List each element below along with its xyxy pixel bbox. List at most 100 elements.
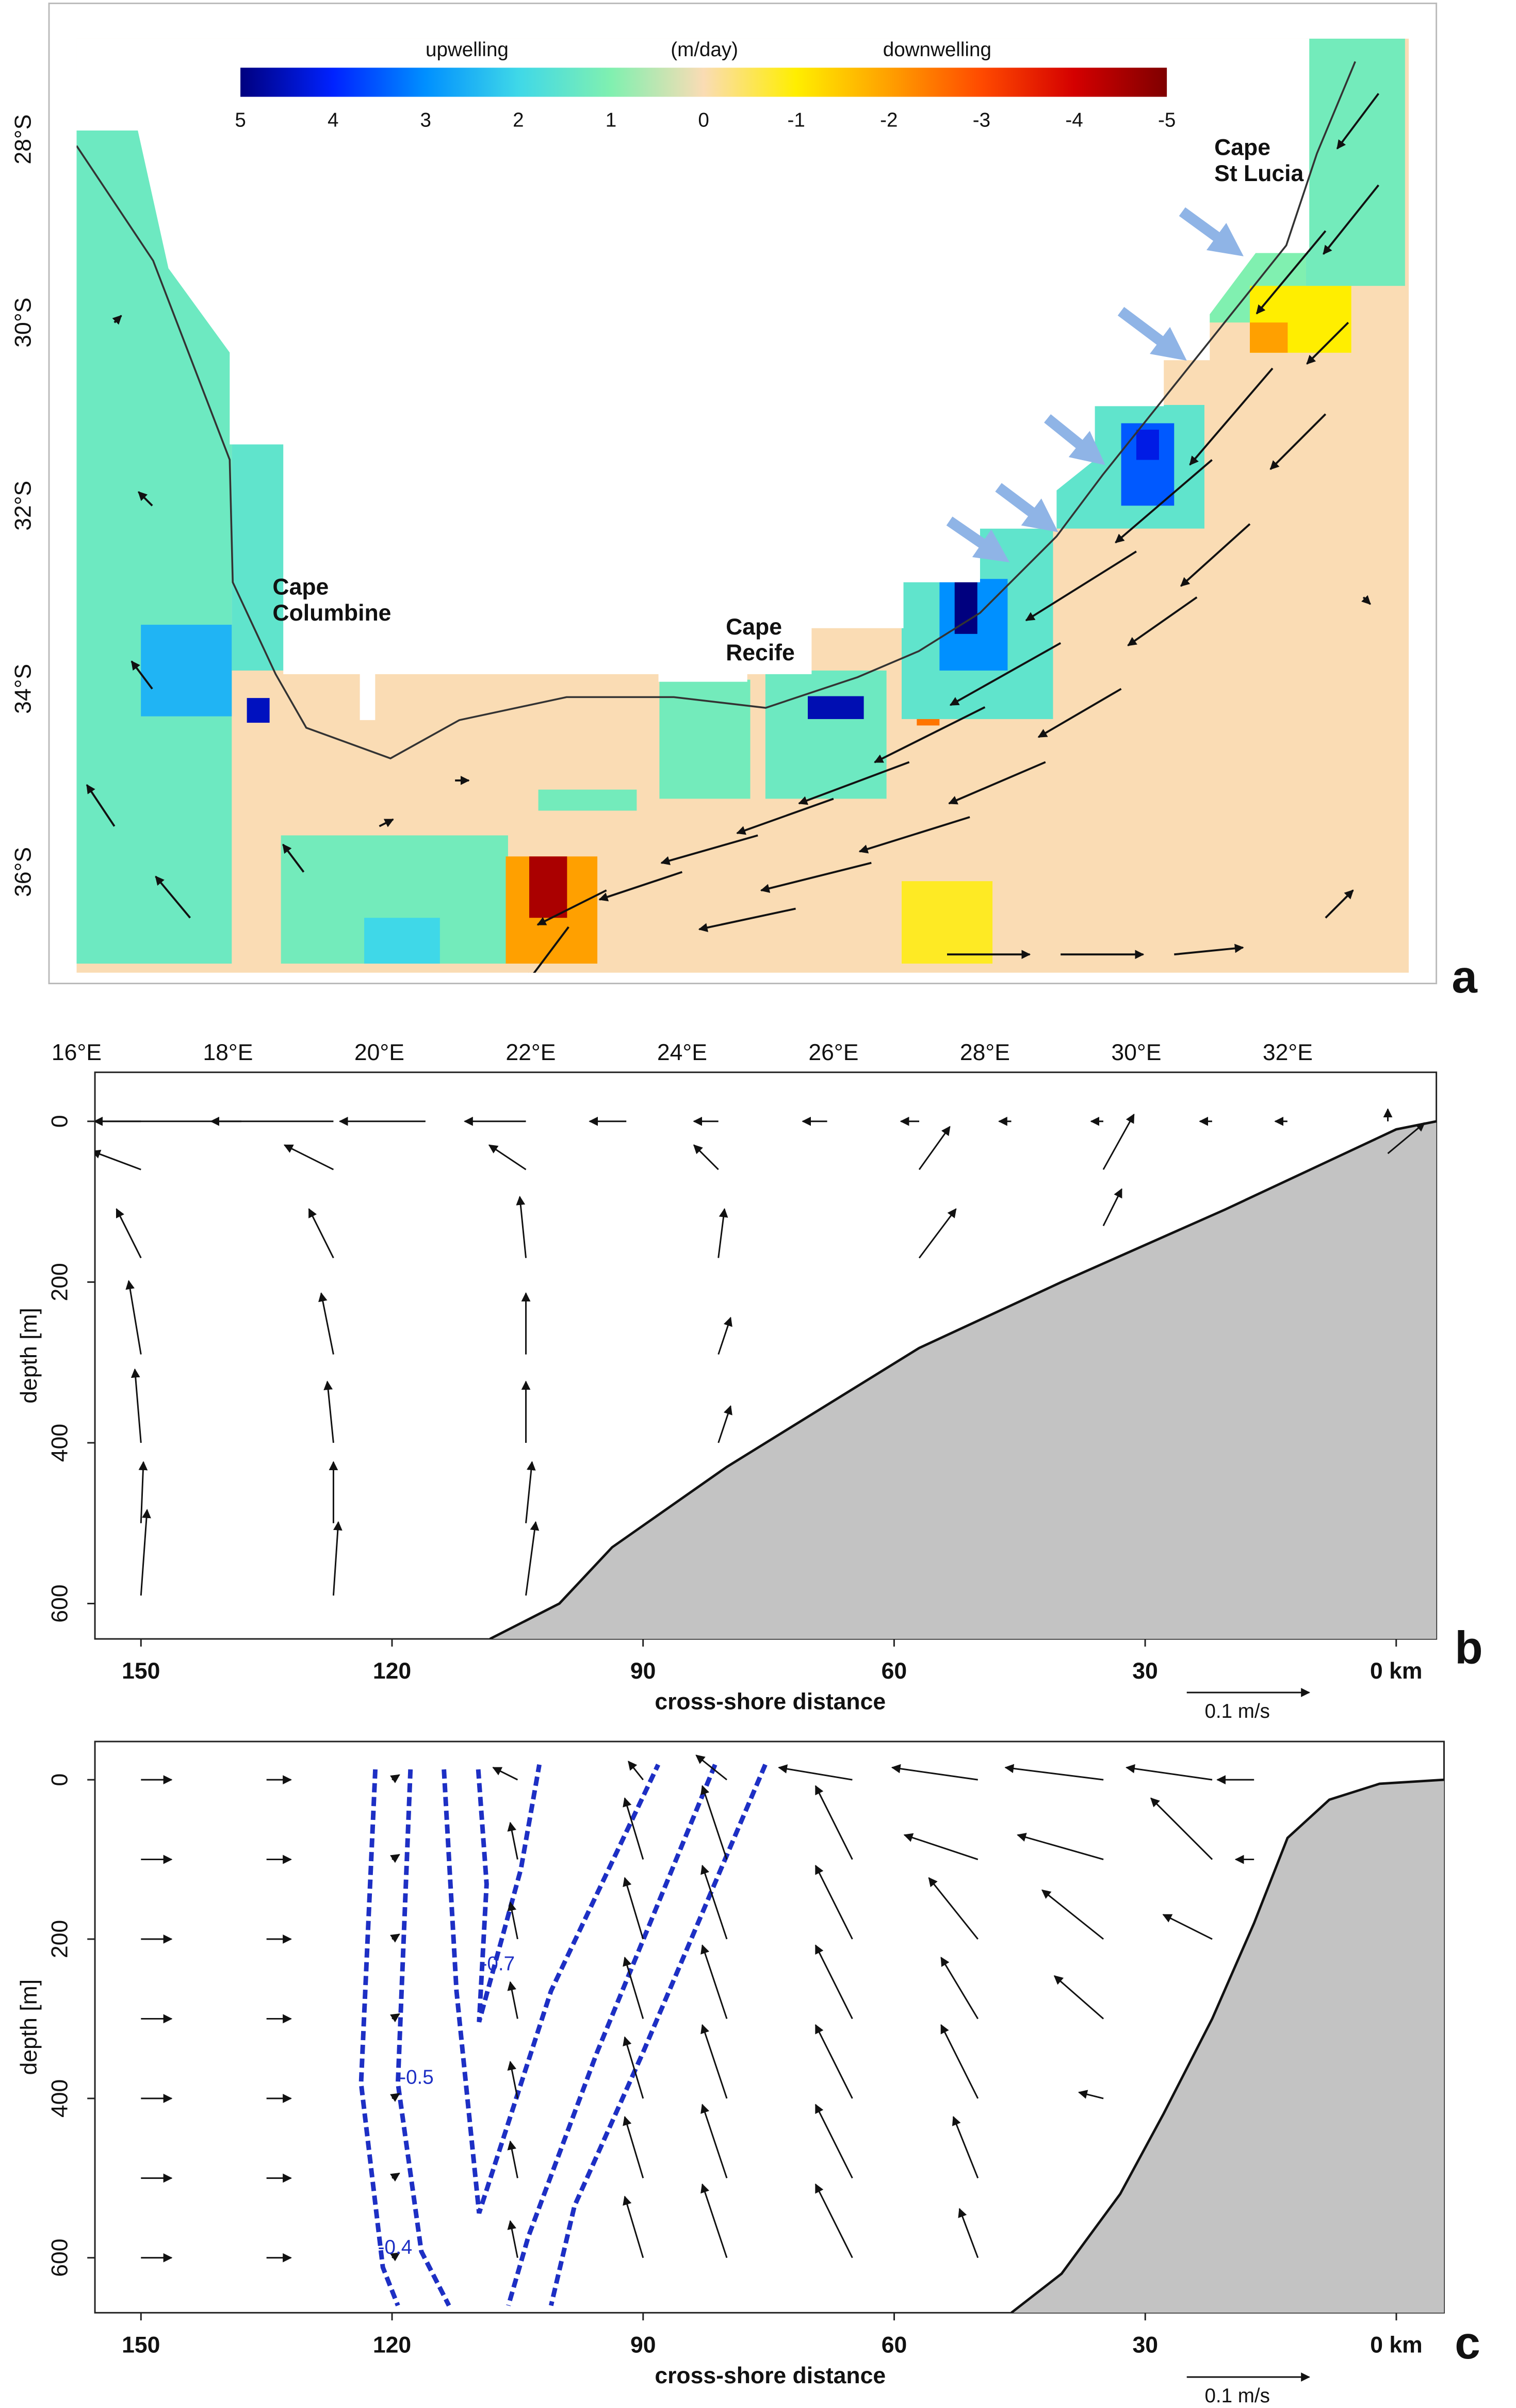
velocity-vector (95, 1149, 141, 1170)
velocity-vector (814, 2024, 853, 2099)
current-vector (282, 843, 305, 873)
velocity-vector (623, 1877, 644, 1940)
velocity-vector (390, 2252, 400, 2261)
velocity-vector (814, 1864, 853, 1940)
cape-label-line: St Lucia (1214, 161, 1304, 186)
current-vector (1306, 321, 1349, 365)
velocity-vector (693, 1144, 719, 1170)
velocity-vector (778, 1764, 853, 1781)
vertical-velocity-cell (141, 625, 232, 717)
velocity-vector (814, 2104, 853, 2178)
highlight-arrow (995, 483, 1058, 532)
x-tick-label: 24°E (657, 1040, 707, 1065)
velocity-vector (308, 1208, 334, 1259)
current-vector (1361, 595, 1371, 605)
vertical-velocity-cell (1306, 38, 1405, 286)
current-vector (949, 642, 1062, 706)
velocity-vector (1053, 1975, 1104, 2020)
x-tick-label: 32°E (1263, 1040, 1313, 1065)
seafloor-line (489, 1120, 1437, 1639)
current-vector (86, 784, 116, 827)
velocity-vector (891, 1764, 978, 1781)
x-tick-label: 0 km (1370, 1658, 1422, 1684)
colorbar-tick-label: 4 (328, 109, 338, 131)
colorbar-tick-label: -3 (973, 109, 990, 131)
current-vector (1269, 413, 1327, 470)
x-tick-label: 26°E (808, 1040, 858, 1065)
contour-line (476, 1764, 542, 2023)
vertical-velocity-cell (232, 442, 286, 671)
x-tick-label: 30°E (1111, 1040, 1161, 1065)
y-tick-label: 600 (47, 2239, 73, 2277)
velocity-vector (516, 1196, 527, 1258)
current-vector (1115, 459, 1213, 544)
velocity-vector (700, 1785, 728, 1860)
colorbar-label: upwelling (426, 39, 509, 61)
velocity-vector (623, 2195, 644, 2258)
current-vector (527, 926, 569, 973)
current-vector (1037, 688, 1122, 738)
vertical-velocity-cell (247, 698, 270, 723)
highlight-arrow (1179, 207, 1244, 256)
velocity-vector (390, 2172, 400, 2182)
current-vector (1174, 943, 1244, 956)
vertical-velocity-cell (808, 696, 864, 719)
velocity-vector (1004, 1764, 1104, 1781)
y-tick-label: 0 (47, 1774, 73, 1786)
velocity-vector (718, 1208, 728, 1258)
current-vector (536, 889, 607, 926)
x-tick-label: 60 (882, 1658, 907, 1684)
y-tick-label: 30°S (10, 298, 36, 348)
velocity-vector (525, 1521, 540, 1596)
velocity-vector (283, 1144, 334, 1170)
contour-line (442, 1763, 661, 2214)
current-vector (736, 798, 834, 835)
colorbar-label: downwelling (883, 39, 991, 61)
vertical-velocity-cell (1136, 429, 1159, 460)
current-vector (858, 816, 970, 854)
velocity-vector (507, 2220, 518, 2258)
velocity-vector (814, 1785, 853, 1860)
x-tick-label: 30 (1132, 2332, 1158, 2357)
colorbar-tick-label: 5 (235, 109, 246, 131)
velocity-vector (390, 1933, 400, 1943)
velocity-vector (131, 1368, 142, 1443)
current-vector (1336, 93, 1380, 150)
plot-area (95, 1108, 1437, 1639)
panel-letter: c (1455, 2317, 1480, 2368)
vertical-velocity-cell (364, 918, 440, 964)
current-vector (138, 491, 153, 507)
vertical-velocity-cell (529, 856, 567, 918)
x-tick-label: 150 (122, 2332, 160, 2357)
y-tick-label: 32°S (10, 481, 36, 531)
vertical-velocity-cell (765, 670, 887, 799)
y-tick-label: 400 (47, 1424, 73, 1462)
contour-label: -0.5 (399, 2066, 433, 2088)
colorbar (240, 68, 1167, 97)
cape-label-line: Columbine (272, 600, 391, 626)
velocity-vector (116, 1208, 142, 1259)
velocity-vector (700, 2024, 728, 2099)
velocity-vector (125, 1280, 142, 1355)
vertical-velocity-cell (1250, 322, 1288, 353)
velocity-vector (390, 1774, 400, 1783)
current-vector (1025, 550, 1137, 622)
contour-line (548, 1764, 768, 2306)
velocity-vector (318, 1292, 334, 1355)
colorbar-tick-label: -4 (1065, 109, 1083, 131)
velocity-vector (958, 2208, 979, 2258)
x-tick-label: 22°E (506, 1040, 556, 1065)
cape-label-line: Cape (1214, 135, 1270, 160)
y-tick-label: 36°S (10, 847, 36, 897)
contour-label: -0.4 (378, 2236, 412, 2258)
vertical-velocity-cell (901, 881, 993, 964)
scale-label: 0.1 m/s (1204, 1700, 1270, 1722)
velocity-vector (940, 2024, 979, 2099)
velocity-vector (623, 1956, 644, 2019)
scale-label: 0.1 m/s (1204, 2385, 1270, 2407)
current-vector (112, 315, 122, 325)
velocity-vector (1017, 1832, 1104, 1861)
velocity-vector (507, 1981, 518, 2019)
